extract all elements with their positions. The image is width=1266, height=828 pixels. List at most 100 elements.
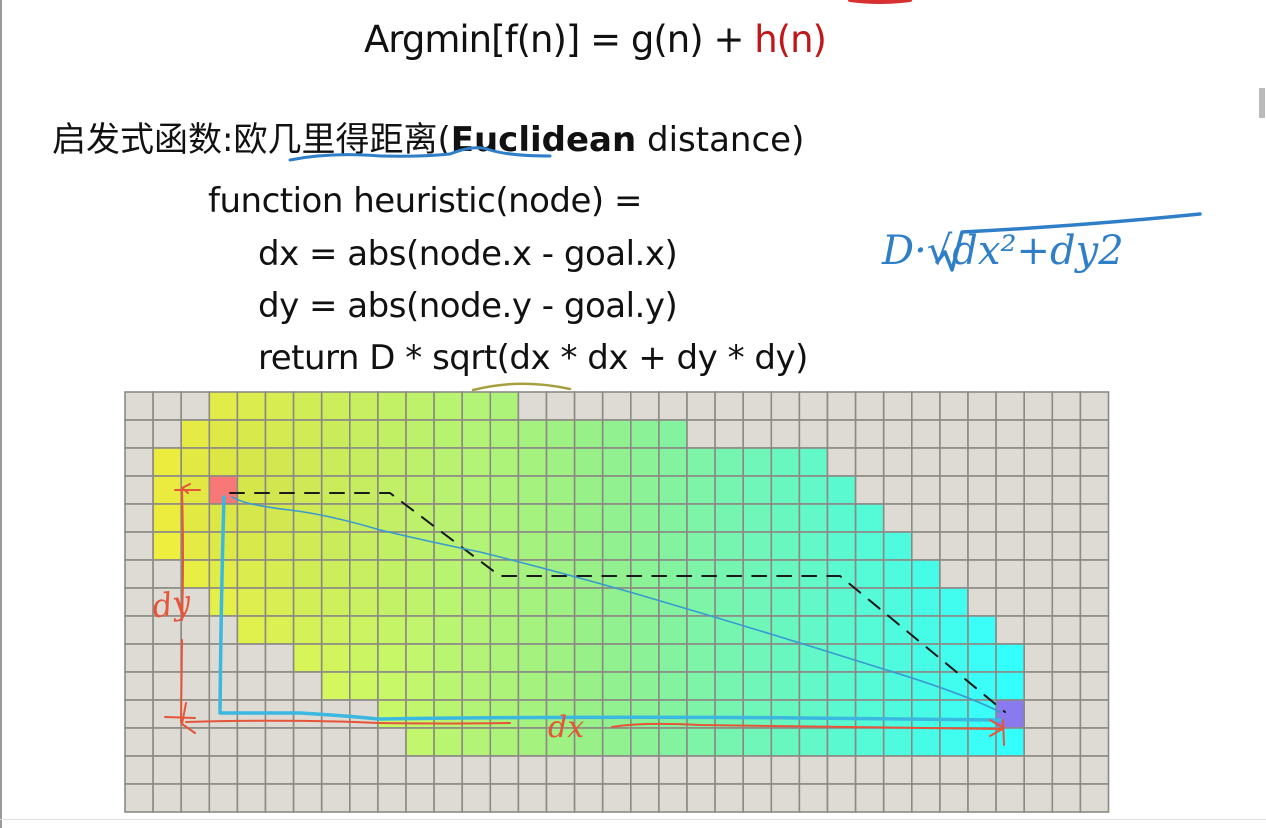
grid-cell-explored xyxy=(714,671,744,701)
grid-cell xyxy=(517,391,548,421)
grid-cell-explored xyxy=(882,587,913,617)
grid-cell-explored xyxy=(854,559,885,589)
grid-cell-explored xyxy=(236,559,267,589)
grid-cell xyxy=(939,447,969,477)
grid-cell xyxy=(770,755,801,785)
grid-cell-explored xyxy=(826,727,857,757)
grid-cell xyxy=(152,699,183,729)
grid-cell xyxy=(1051,615,1082,645)
grid-cell-explored xyxy=(292,643,323,673)
grid-cell-explored xyxy=(714,475,744,505)
grid-cell xyxy=(1023,727,1054,757)
grid-cell-explored xyxy=(742,531,773,561)
grid-cell xyxy=(995,615,1025,645)
grid-cell xyxy=(1079,559,1110,589)
grid-cell-explored xyxy=(292,503,323,533)
page-bottom-border xyxy=(0,819,1266,820)
grid-cell xyxy=(377,727,407,757)
grid-cell xyxy=(1079,531,1110,561)
grid-cell xyxy=(798,419,829,449)
grid-cell-explored xyxy=(686,671,716,701)
grid-cell-explored xyxy=(798,615,829,645)
grid-cell xyxy=(208,755,239,785)
grid-cell-explored xyxy=(629,671,660,701)
grid-cell xyxy=(124,531,154,561)
grid-cell xyxy=(545,783,576,813)
grid-cell xyxy=(629,783,660,813)
grid-cell xyxy=(573,391,604,421)
grid-cell-explored xyxy=(320,615,351,645)
grid-cell-explored xyxy=(405,587,435,617)
grid-cell-explored xyxy=(348,419,379,449)
grid-cell xyxy=(1079,727,1110,757)
grid-cell-explored xyxy=(545,419,576,449)
grid-cell xyxy=(967,755,997,785)
grid-cell-explored xyxy=(939,643,969,673)
grid-cell-explored xyxy=(742,475,773,505)
grid-cell xyxy=(882,447,913,477)
grid-cell-explored xyxy=(798,447,829,477)
grid-cell-explored xyxy=(320,559,351,589)
grid-cell-explored xyxy=(714,587,744,617)
euclidean-line xyxy=(231,496,1001,713)
formula-lhs: Argmin[f(n)] = g(n) + xyxy=(364,18,755,61)
page-left-border xyxy=(0,0,2,828)
grid-cell-explored xyxy=(686,531,716,561)
grid-cell xyxy=(1051,391,1082,421)
heading-english: distance xyxy=(636,120,792,160)
handwritten-formula: D·√dx²+dy2 xyxy=(882,228,1124,274)
grid-cell-explored xyxy=(433,419,464,449)
dx-label: dx xyxy=(548,710,585,745)
grid-cell xyxy=(882,783,913,813)
formula-heuristic-term: h(n) xyxy=(754,18,827,61)
grid-cell-explored xyxy=(573,475,604,505)
grid-cell xyxy=(1051,643,1082,673)
grid-cell-explored xyxy=(826,503,857,533)
grid-cell-explored xyxy=(573,699,604,729)
grid-cell xyxy=(854,419,885,449)
grid-cell xyxy=(1023,419,1054,449)
sqrt-sign xyxy=(935,212,1202,272)
grid-cell xyxy=(1023,503,1054,533)
grid-cell xyxy=(798,783,829,813)
grid-cell xyxy=(236,783,267,813)
heading-label: 启发式函数: xyxy=(52,120,234,160)
grid-cell xyxy=(658,783,688,813)
grid-cell xyxy=(1023,755,1054,785)
grid-cell-explored xyxy=(798,643,829,673)
grid-cell xyxy=(208,783,239,813)
grid-cell xyxy=(1079,615,1110,645)
grid-cell xyxy=(573,755,604,785)
grid-cell xyxy=(854,783,885,813)
grid-cell xyxy=(405,755,435,785)
grid-cell xyxy=(405,783,435,813)
grid-cell xyxy=(601,783,632,813)
grid-cell xyxy=(489,755,520,785)
grid-cell xyxy=(910,503,941,533)
grid-cell xyxy=(489,783,520,813)
grid-cell-explored xyxy=(545,559,576,589)
code-line: dy = abs(node.y - goal.y) xyxy=(258,286,678,326)
grid-cell xyxy=(939,475,969,505)
grid-cell-explored xyxy=(601,727,632,757)
grid-cell xyxy=(292,727,323,757)
heading-term: 欧几里得距离 xyxy=(233,120,438,160)
grid-cell-explored xyxy=(770,727,801,757)
code-line: dx = abs(node.x - goal.x) xyxy=(258,234,678,274)
grid-cell xyxy=(939,391,969,421)
scrollbar-thumb[interactable] xyxy=(1259,88,1265,118)
grid-cell xyxy=(1079,783,1110,813)
top-red-stroke xyxy=(848,0,912,4)
grid-cell xyxy=(124,727,154,757)
grid-cell-explored xyxy=(517,531,548,561)
grid-cell-explored xyxy=(236,531,267,561)
grid-cell-explored xyxy=(826,475,857,505)
grid-cell xyxy=(939,531,969,561)
grid-cell xyxy=(180,391,211,421)
grid-cell xyxy=(1023,671,1054,701)
grid-cell-explored xyxy=(320,447,351,477)
grid-cell-explored xyxy=(742,587,773,617)
grid-cell xyxy=(854,447,885,477)
grid-cell xyxy=(1023,783,1054,813)
grid-cell xyxy=(292,671,323,701)
